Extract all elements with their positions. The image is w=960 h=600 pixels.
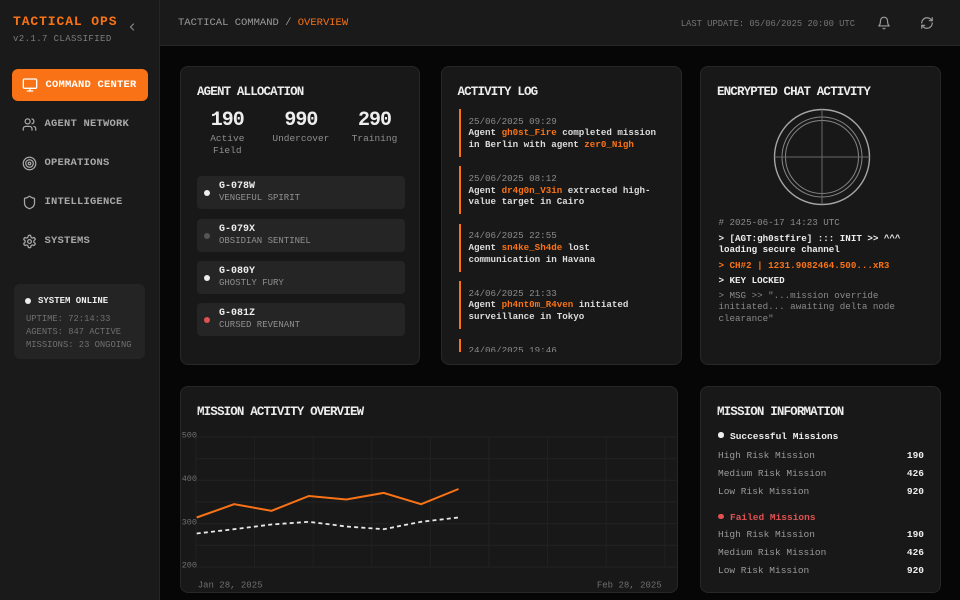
svg-text:200: 200 [182,561,197,571]
svg-text:Feb 28, 2025: Feb 28, 2025 [597,581,662,591]
svg-text:Jan 28, 2025: Jan 28, 2025 [198,581,263,591]
svg-text:500: 500 [182,431,197,441]
svg-text:300: 300 [182,517,197,527]
svg-text:400: 400 [182,474,197,484]
